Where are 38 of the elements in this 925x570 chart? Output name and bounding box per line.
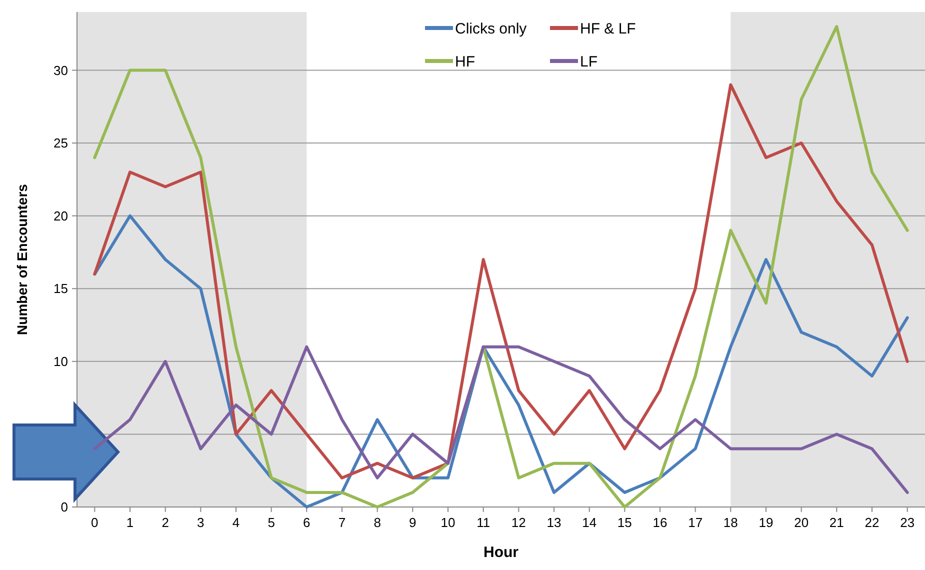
line-series <box>93 83 909 480</box>
x-tick-label: 6 <box>303 515 310 530</box>
x-tick-label: 20 <box>794 515 809 530</box>
x-tick-label: 7 <box>338 515 346 530</box>
x-tick-label: 8 <box>374 515 381 530</box>
x-tick-label: 17 <box>688 515 703 530</box>
x-tick-label: 15 <box>617 515 632 530</box>
y-tick-label: 30 <box>54 62 68 78</box>
x-tick-label: 18 <box>723 515 738 530</box>
x-tick-label: 22 <box>864 515 880 530</box>
x-tick-label: 12 <box>511 515 526 530</box>
x-tick-label: 1 <box>126 515 134 530</box>
y-axis-title: Number of Encounters <box>14 184 30 335</box>
x-tick-label: 0 <box>91 515 98 530</box>
x-tick-label: 19 <box>758 515 774 530</box>
x-axis-title: Hour <box>484 544 519 561</box>
y-tick-label: 20 <box>54 208 68 224</box>
x-tick-label: 10 <box>440 515 456 530</box>
x-tick-label: 23 <box>900 515 915 530</box>
y-tick-label: 25 <box>54 136 68 151</box>
legend-label: HF & LF <box>580 20 636 38</box>
y-tick-label: 15 <box>54 281 68 296</box>
legend-label: LF <box>580 53 598 70</box>
x-tick-label: 4 <box>232 515 240 530</box>
x-tick-label: 9 <box>409 515 416 530</box>
legend-label: Clicks only <box>455 20 528 38</box>
x-tick-label: 16 <box>652 515 668 530</box>
x-tick-label: 2 <box>162 515 169 530</box>
y-tick-label: 0 <box>60 500 68 515</box>
x-tick-label: 3 <box>197 515 204 530</box>
x-tick-label: 13 <box>546 515 562 530</box>
legend-label: HF <box>455 53 475 70</box>
x-tick-label: 5 <box>268 515 275 530</box>
x-tick-label: 21 <box>829 515 844 530</box>
x-tick-label: 11 <box>476 515 490 530</box>
line-series <box>93 345 909 494</box>
y-tick-label: 10 <box>54 354 68 369</box>
x-tick-label: 14 <box>582 515 597 530</box>
